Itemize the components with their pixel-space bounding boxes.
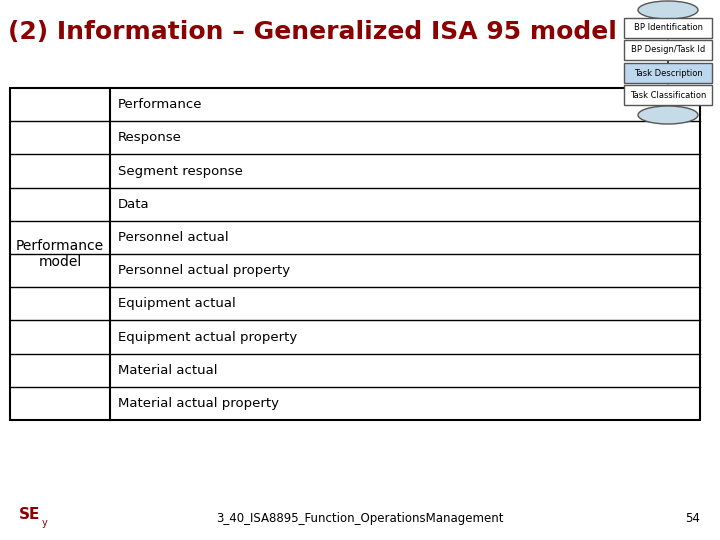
Bar	[10, 88, 700, 420]
Text: Response: Response	[118, 131, 182, 144]
Text: Personnel actual: Personnel actual	[118, 231, 229, 244]
Text: y: y	[42, 518, 48, 528]
Ellipse shape	[638, 106, 698, 124]
Text: (2) Information – Generalized ISA 95 model ob: (2) Information – Generalized ISA 95 mod…	[8, 20, 661, 44]
Text: Personnel actual property: Personnel actual property	[118, 264, 290, 277]
Bar	[624, 85, 712, 105]
Text: Equipment actual: Equipment actual	[118, 298, 235, 310]
Bar	[624, 40, 712, 60]
Text: BP Identification: BP Identification	[634, 24, 703, 32]
Text: SE: SE	[19, 507, 41, 522]
Bar	[624, 18, 712, 38]
Text: BP Design/Task Id: BP Design/Task Id	[631, 45, 705, 55]
Text: 3_40_ISA8895_Function_OperationsManagement: 3_40_ISA8895_Function_OperationsManageme…	[216, 512, 504, 525]
Text: 54: 54	[685, 512, 700, 525]
Text: Task Classification: Task Classification	[630, 91, 706, 99]
Text: Material actual: Material actual	[118, 364, 217, 377]
Text: Equipment actual property: Equipment actual property	[118, 330, 297, 343]
Text: Material actual property: Material actual property	[118, 397, 279, 410]
Bar	[624, 63, 712, 83]
Text: Task Description: Task Description	[634, 69, 703, 78]
Text: Data: Data	[118, 198, 150, 211]
Text: Segment response: Segment response	[118, 165, 243, 178]
Text: Performance: Performance	[118, 98, 202, 111]
Ellipse shape	[638, 1, 698, 19]
Text: Performance
model: Performance model	[16, 239, 104, 269]
